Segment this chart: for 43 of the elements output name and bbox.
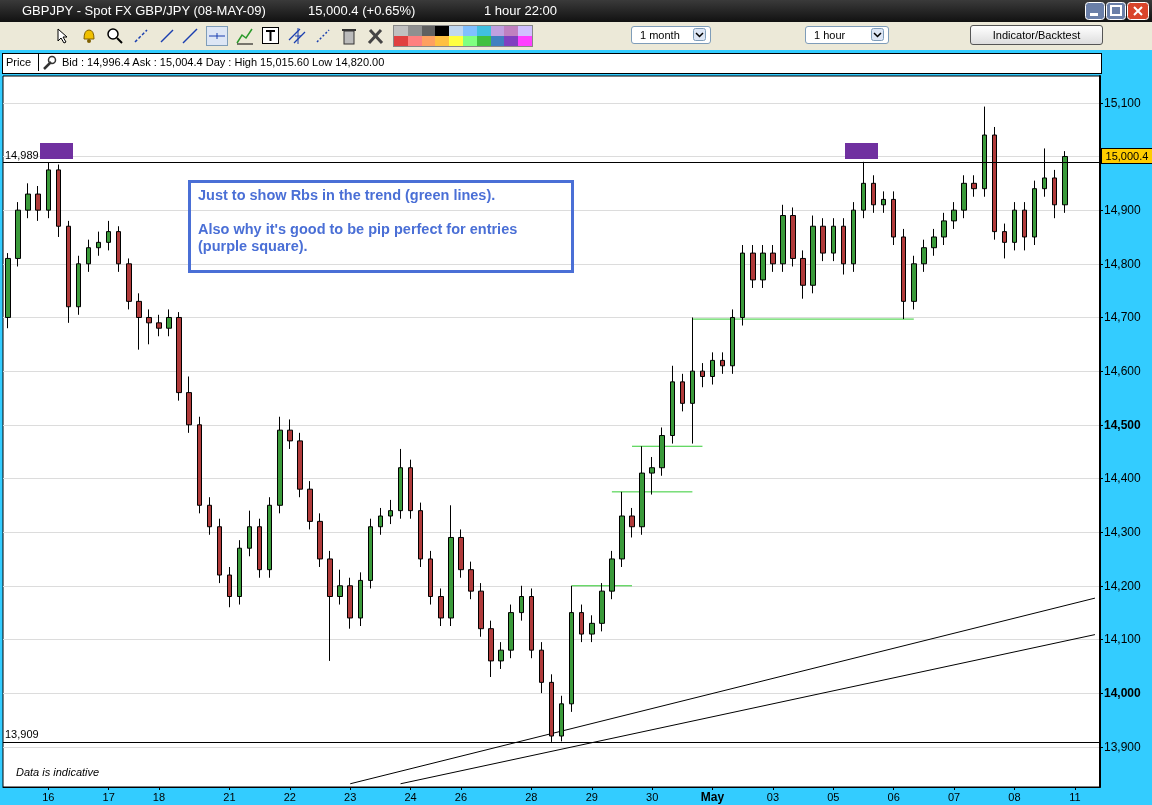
y-tick-label: 14,000 (1104, 686, 1142, 701)
x-tick-label: 03 (766, 790, 780, 803)
annotation: Data is indicative (14, 766, 102, 778)
y-tick-label: 14,100 (1104, 632, 1142, 647)
text: Just to show Rbs in the trend (green lines). Also why it's good to be pip perfect for entries (purple square). (198, 187, 518, 254)
text: Price (3, 54, 39, 71)
chart-subtitle: Bid : 14,996.4 Ask : 15,004.4 Day : High 15,015.60 Low 14,820.00 (62, 56, 385, 68)
y-tick-label: 13,900 (1104, 739, 1142, 754)
chart-title: GBPJPY - Spot FX GBP/JPY (08-MAY-09) (22, 3, 266, 18)
y-tick-label: 14,800 (1104, 256, 1142, 271)
x-tick-label: 21 (223, 790, 236, 803)
text: 15,000.4 (+0.65%) (308, 3, 416, 18)
x-tick-label: 11 (1069, 790, 1081, 803)
x-tick-label: May (700, 790, 725, 804)
x-tick-label: 05 (827, 790, 840, 803)
y-tick-label: 15,100 (1104, 95, 1142, 110)
text: 1 hour (805, 26, 889, 44)
y-tick-label: 14,300 (1104, 525, 1142, 540)
x-tick-label: 18 (152, 790, 166, 803)
y-tick-label: 14,200 (1104, 578, 1142, 593)
ref-line-label: 14,989 (5, 148, 39, 161)
y-tick-label: 14,600 (1104, 364, 1142, 379)
text: 15,000.4 (1101, 148, 1152, 165)
y-tick-label: 14,900 (1104, 203, 1142, 218)
x-tick-label: 22 (283, 790, 296, 803)
x-tick-label: 23 (344, 790, 357, 803)
y-tick-label: 14,400 (1104, 471, 1142, 486)
x-tick-label: 08 (1008, 790, 1021, 803)
y-tick-label: 14,500 (1104, 417, 1142, 432)
x-tick-label: 29 (585, 790, 598, 803)
x-tick-label: 30 (646, 790, 659, 803)
y-tick-label: 14,700 (1104, 310, 1142, 325)
text: 1 month (631, 26, 711, 44)
x-tick-label: 24 (404, 790, 417, 803)
x-tick-label: 28 (525, 790, 538, 803)
ref-line-label: 13,909 (5, 728, 39, 741)
text: 1 hour 22:00 (484, 3, 558, 18)
x-tick-label: 07 (947, 790, 961, 803)
x-tick-label: 06 (887, 790, 900, 803)
text: Indicator/Backtest (970, 25, 1103, 45)
x-tick-label: 17 (102, 790, 115, 803)
x-tick-label: 26 (454, 790, 468, 803)
x-tick-label: 16 (42, 790, 55, 803)
